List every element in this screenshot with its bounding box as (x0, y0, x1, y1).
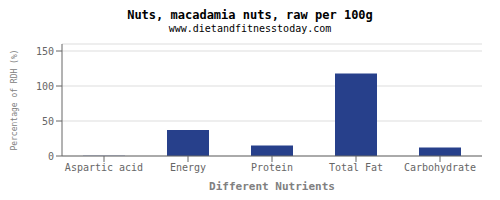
svg-text:Protein: Protein (251, 162, 293, 173)
svg-text:Percentage of RDH (%): Percentage of RDH (%) (10, 49, 19, 150)
svg-text:150: 150 (36, 46, 54, 57)
svg-text:Carbohydrate: Carbohydrate (404, 162, 476, 173)
svg-text:0: 0 (48, 151, 54, 162)
html-text:www.dietandfitnesstoday.com: www.dietandfitnesstoday.com (168, 23, 332, 34)
svg-text:100: 100 (36, 81, 54, 92)
svg-text:Aspartic acid: Aspartic acid (65, 162, 143, 173)
svg-text:50: 50 (42, 116, 54, 127)
html-text:Nuts, macadamia nuts, raw per: Nuts, macadamia nuts, raw per 100g (127, 8, 373, 22)
svg-text:Energy: Energy (170, 162, 206, 173)
svg-text:Different Nutrients: Different Nutrients (209, 180, 335, 192)
svg-text:Total Fat: Total Fat (329, 162, 383, 173)
